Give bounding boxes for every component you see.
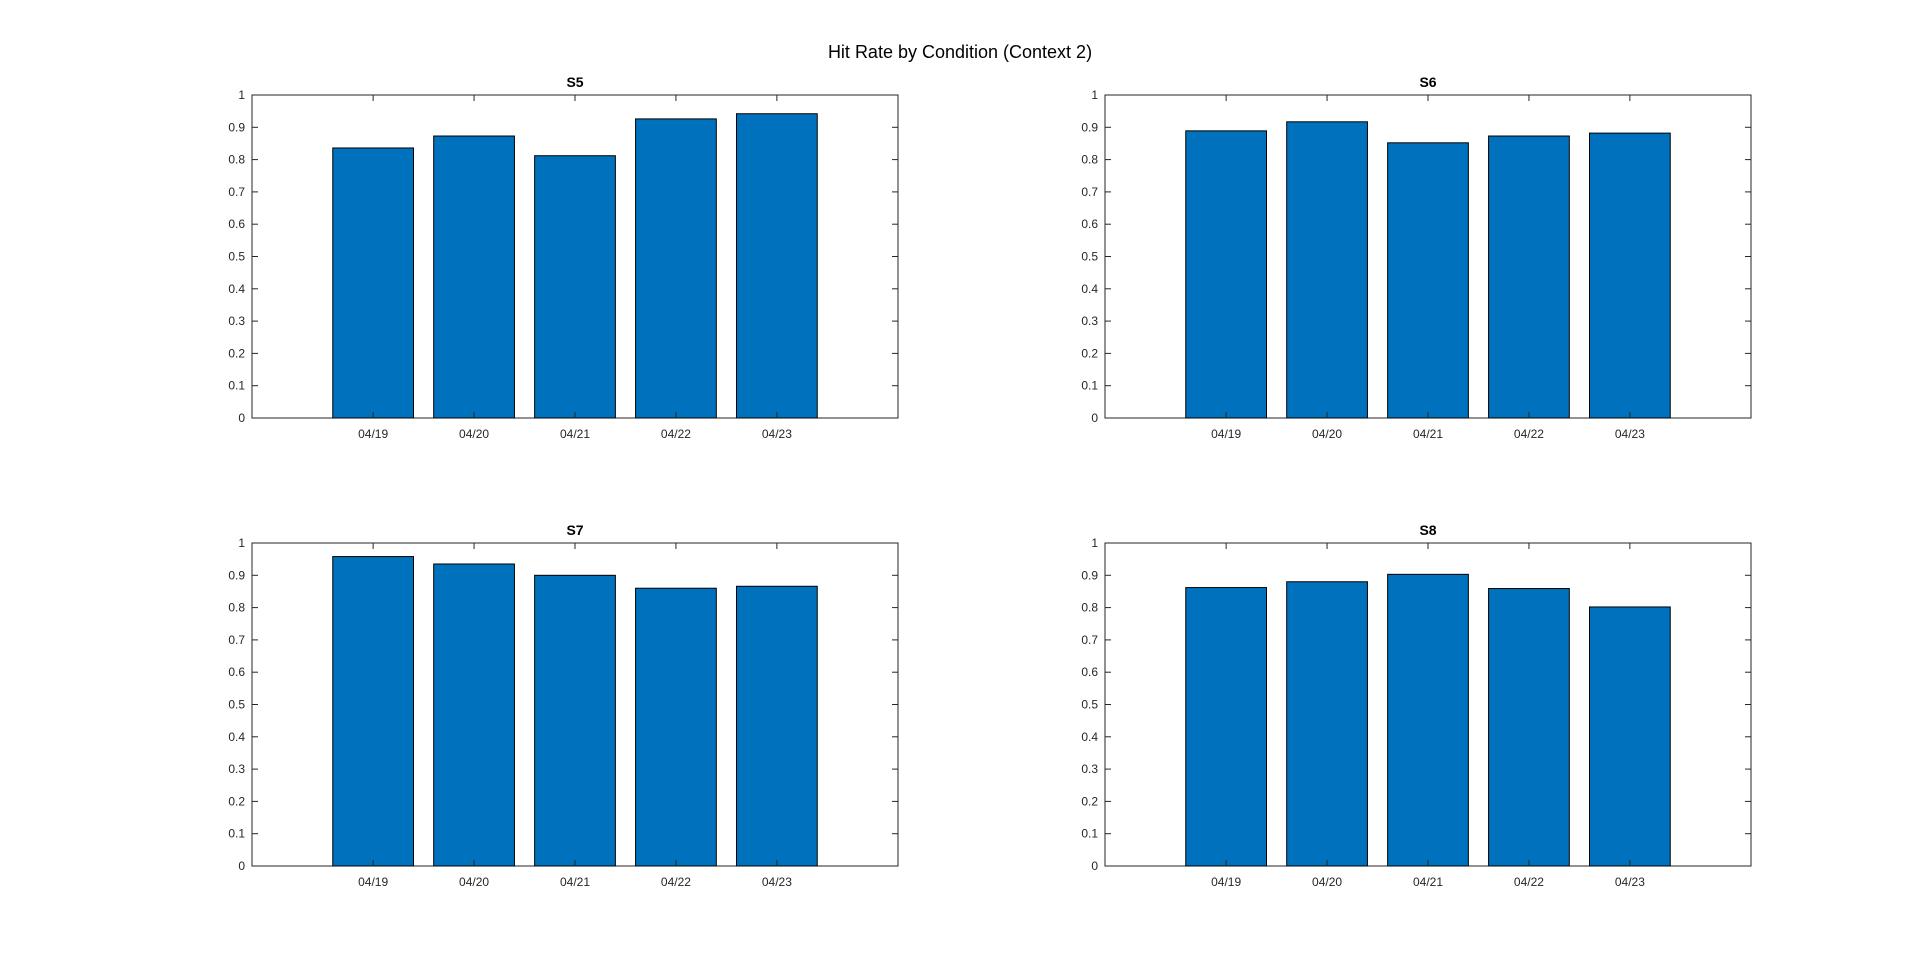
y-tick-label: 0.7 <box>1081 633 1098 647</box>
bar <box>1488 135 1570 419</box>
subplot-s8: 0 0.1 0.2 0.3 0.4 0.5 0.6 0.7 0.8 0.9 1 04/19 04/20 0… <box>1081 522 1752 889</box>
y-tick-label: 1 <box>1091 88 1098 102</box>
y-tick-label: 0.2 <box>1081 346 1098 360</box>
bar <box>1589 606 1671 867</box>
bar <box>635 118 717 419</box>
x-tick-label: 04/21 <box>1413 427 1443 441</box>
bar <box>1589 132 1671 419</box>
subplot-title: S7 <box>566 522 583 538</box>
x-tick-label: 04/21 <box>560 875 590 889</box>
figure-title: Hit Rate by Condition (Context 2) <box>827 42 1093 62</box>
y-tick-label: 0.3 <box>228 314 245 328</box>
y-tick-label: 0.7 <box>1081 185 1098 199</box>
y-tick-label: 0.3 <box>1081 762 1098 776</box>
x-tick-label: 04/22 <box>661 875 691 889</box>
x-tick-label: 04/19 <box>358 875 388 889</box>
subplot-title: S5 <box>566 74 583 90</box>
subplot-s7: 0 0.1 0.2 0.3 0.4 0.5 0.6 0.7 0.8 0.9 1 04/19 04/20 0… <box>228 522 899 889</box>
x-tick-label: 04/22 <box>1514 875 1544 889</box>
y-tick-label: 0.4 <box>1081 282 1098 296</box>
subplot-title: S8 <box>1419 522 1436 538</box>
y-tick-label: 0.5 <box>228 698 245 712</box>
bar <box>534 155 616 419</box>
bar <box>433 135 515 419</box>
y-tick-label: 0.4 <box>228 730 245 744</box>
y-tick-label: 1 <box>238 536 245 550</box>
bar <box>736 113 818 419</box>
bar <box>332 556 414 867</box>
y-tick-label: 0.5 <box>228 250 245 264</box>
y-tick-label: 0 <box>238 859 245 873</box>
bar <box>1185 587 1267 867</box>
bar <box>1387 573 1469 867</box>
y-tick-label: 0.9 <box>1081 568 1098 582</box>
x-tick-label: 04/22 <box>1514 427 1544 441</box>
y-tick-label: 0.1 <box>228 827 245 841</box>
y-tick-label: 0.3 <box>1081 314 1098 328</box>
y-tick-label: 0 <box>1091 859 1098 873</box>
y-tick-label: 0.7 <box>228 633 245 647</box>
y-tick-label: 0 <box>238 411 245 425</box>
x-tick-label: 04/21 <box>1413 875 1443 889</box>
y-tick-label: 0.1 <box>228 379 245 393</box>
y-tick-label: 0.5 <box>1081 250 1098 264</box>
subplot-s5: 0 0.1 0.2 0.3 0.4 0.5 0.6 0.7 0.8 0.9 1 04/19 04/20 0… <box>228 74 899 441</box>
y-tick-label: 0.9 <box>1081 120 1098 134</box>
x-tick-label: 04/23 <box>762 875 792 889</box>
y-tick-label: 0.9 <box>228 568 245 582</box>
y-tick-label: 0.8 <box>228 601 245 615</box>
x-tick-label: 04/23 <box>1615 427 1645 441</box>
y-tick-label: 0.9 <box>228 120 245 134</box>
subplot-s6: 0 0.1 0.2 0.3 0.4 0.5 0.6 0.7 0.8 0.9 1 04/19 04/20 0… <box>1081 74 1752 441</box>
y-tick-label: 0.1 <box>1081 379 1098 393</box>
y-tick-label: 0.6 <box>1081 217 1098 231</box>
y-tick-label: 0.4 <box>1081 730 1098 744</box>
y-tick-label: 0.2 <box>228 346 245 360</box>
y-tick-label: 0.8 <box>1081 153 1098 167</box>
y-tick-label: 0.2 <box>1081 794 1098 808</box>
x-tick-label: 04/20 <box>459 427 489 441</box>
x-tick-label: 04/21 <box>560 427 590 441</box>
x-tick-label: 04/19 <box>1211 875 1241 889</box>
bar <box>534 574 616 867</box>
y-tick-label: 0.6 <box>228 217 245 231</box>
y-tick-label: 0.7 <box>228 185 245 199</box>
bar <box>635 587 717 867</box>
bar <box>1387 142 1469 419</box>
subplot-title: S6 <box>1419 74 1436 90</box>
y-tick-label: 1 <box>238 88 245 102</box>
bar <box>1185 130 1267 419</box>
y-tick-label: 0.1 <box>1081 827 1098 841</box>
x-tick-label: 04/19 <box>358 427 388 441</box>
y-tick-label: 0.2 <box>228 794 245 808</box>
bar <box>1286 581 1368 867</box>
x-tick-label: 04/20 <box>1312 875 1342 889</box>
y-tick-label: 1 <box>1091 536 1098 550</box>
y-tick-label: 0.8 <box>1081 601 1098 615</box>
x-tick-label: 04/22 <box>661 427 691 441</box>
y-tick-label: 0.3 <box>228 762 245 776</box>
y-tick-label: 0.4 <box>228 282 245 296</box>
y-tick-label: 0.5 <box>1081 698 1098 712</box>
bar <box>332 147 414 419</box>
y-tick-label: 0 <box>1091 411 1098 425</box>
x-tick-label: 04/20 <box>1312 427 1342 441</box>
bar <box>433 563 515 867</box>
bar <box>1488 588 1570 867</box>
bar <box>736 585 818 867</box>
y-tick-label: 0.6 <box>228 665 245 679</box>
x-tick-label: 04/19 <box>1211 427 1241 441</box>
y-tick-label: 0.8 <box>228 153 245 167</box>
x-tick-label: 04/20 <box>459 875 489 889</box>
y-tick-label: 0.6 <box>1081 665 1098 679</box>
x-tick-label: 04/23 <box>1615 875 1645 889</box>
x-tick-label: 04/23 <box>762 427 792 441</box>
bar <box>1286 121 1368 419</box>
